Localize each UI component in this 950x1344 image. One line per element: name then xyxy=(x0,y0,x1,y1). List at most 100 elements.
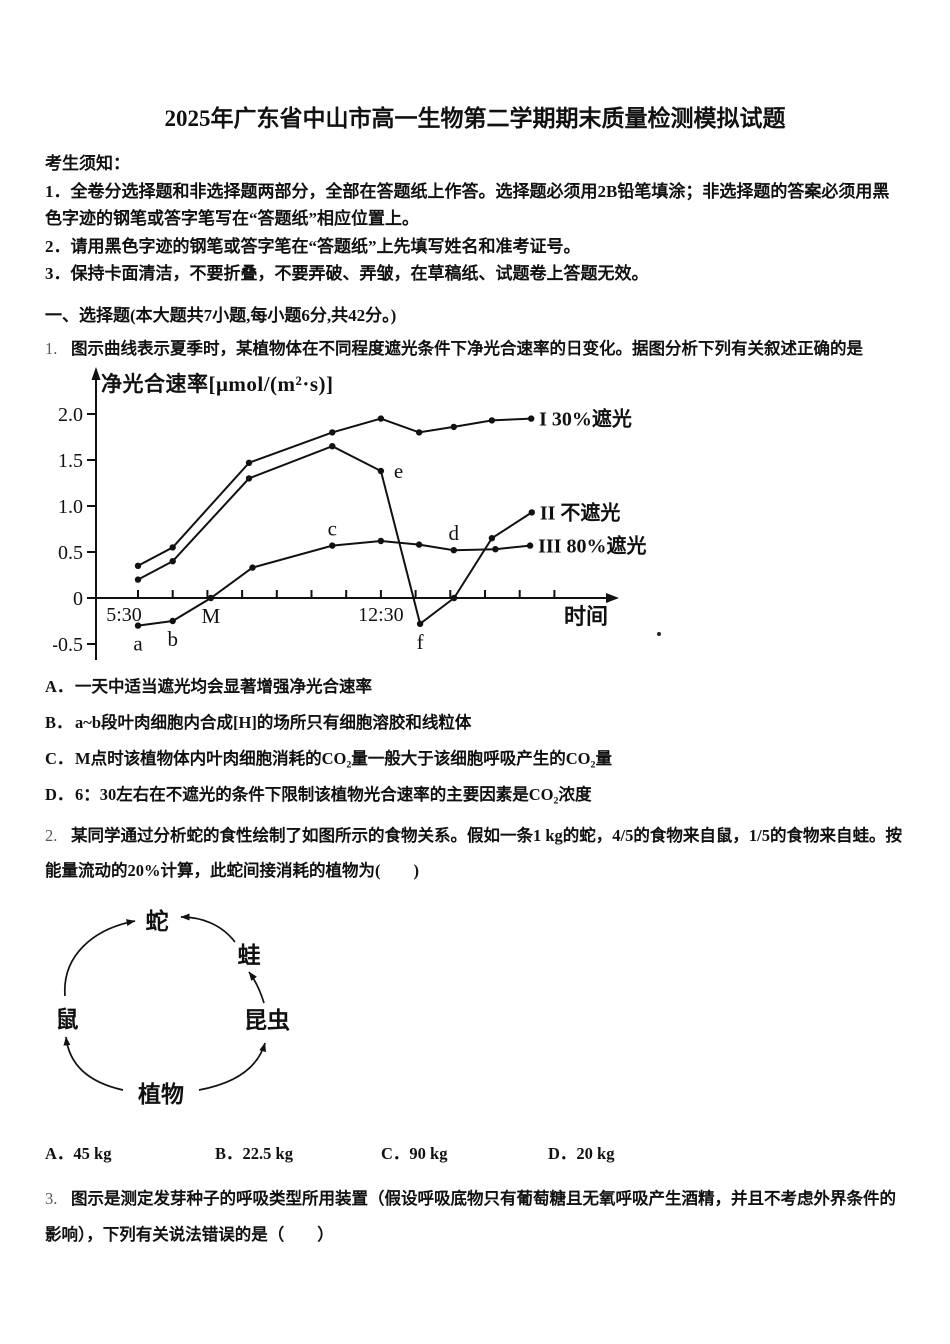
legend-label-3: III 80%遮光 xyxy=(538,533,646,557)
notice-item: 2．请用黑色字迹的钢笔或答字笔在“答题纸”上先填写姓名和准考证号。 xyxy=(45,236,581,256)
stray-ink-dot xyxy=(657,631,661,636)
y-tick-label: 0 xyxy=(73,588,83,610)
x-tick-label: 5:30 xyxy=(106,604,142,626)
q1-option-c-text: M点时该植物体内叶肉细胞消耗的CO₂量一般大于该细胞呼吸产生的CO₂量 xyxy=(75,748,612,768)
data-point xyxy=(488,534,496,541)
q2-option-d-label: D． xyxy=(548,1144,577,1163)
data-point xyxy=(377,467,385,474)
chart-y-axis-title: 净光合速率[μmol/(m²·s)] xyxy=(101,371,334,396)
data-point xyxy=(134,562,142,569)
q1-option-c: C．M点时该植物体内叶肉细胞消耗的CO₂量一般大于该细胞呼吸产生的CO₂量 xyxy=(45,747,905,770)
data-point xyxy=(415,540,423,548)
q1-option-b: B． a~b段叶肉细胞内合成[H]的场所只有细胞溶胶和线粒体 xyxy=(45,711,905,734)
notice-item: 1．全卷分选择题和非选择题两部分，全部在答题纸上作答。选择题必须用2B铅笔填涂；… xyxy=(45,181,890,229)
y-tick-label: -0.5 xyxy=(53,634,83,656)
question-3-number: 3. xyxy=(45,1189,58,1208)
question-1: 1. 图示曲线表示夏季时，某植物体在不同程度遮光条件下净光合速率的日变化。据图分析… xyxy=(45,336,905,362)
q1-option-d-label: D． xyxy=(45,784,74,804)
exam-page: 2025年广东省中山市高一生物第二学期期末质量检测模拟试题 考生须知： 1．全卷… xyxy=(37,106,905,1253)
q2-option-d-text: 20 kg xyxy=(576,1144,615,1163)
data-point xyxy=(169,557,176,564)
chart-dynamic-layer: 2.0 1.5 1.0 0.5 0 -0.5 5:30 12:30 时间 I 30%遮光 II 不遮… xyxy=(53,404,646,656)
q2-option-d: D．20 kg xyxy=(548,1140,614,1164)
data-point xyxy=(134,575,142,583)
data-point xyxy=(450,423,457,430)
data-point xyxy=(450,546,457,553)
page-title: 2025年广东省中山市高一生物第二学期期末质量检测模拟试题 xyxy=(164,106,786,131)
data-point xyxy=(377,537,385,544)
question-1-text: 图示曲线表示夏季时，某植物体在不同程度遮光条件下净光合速率的日变化。据图分析下列… xyxy=(71,338,863,358)
arrow-frog-to-snake xyxy=(180,913,236,943)
arrow-insect-to-frog xyxy=(248,971,265,1004)
q1-option-a-text: 一天中适当遮光均会显著增强净光合速率 xyxy=(75,676,372,696)
data-point xyxy=(207,594,215,601)
food-web-node-mouse: 鼠 xyxy=(55,1007,79,1032)
y-axis-arrow-icon xyxy=(91,366,101,380)
q2-option-a-text: 45 kg xyxy=(73,1144,112,1163)
q2-option-c-label: C． xyxy=(381,1144,410,1163)
x-tick-label: 12:30 xyxy=(358,604,404,626)
section-heading: 一、选择题(本大题共7小题,每小题6分,共42分。) xyxy=(45,305,397,325)
q2-options: A．45 kg B．22.5 kg C．90 kg D．20 kg xyxy=(45,1140,905,1165)
question-3: 3. 图示是测定发芽种子的呼吸类型所用装置（假设呼吸底物只有葡萄糖且无氧呼吸产生酒… xyxy=(45,1181,905,1253)
data-point xyxy=(415,428,423,436)
q2-option-c: C．90 kg xyxy=(381,1140,447,1164)
data-point xyxy=(169,543,176,551)
food-web-node-insect: 昆虫 xyxy=(244,1008,290,1033)
data-point xyxy=(245,459,253,466)
point-label-b: b xyxy=(167,627,178,651)
point-label-a: a xyxy=(133,631,143,655)
data-point xyxy=(329,428,336,436)
notice-heading: 考生须知： xyxy=(45,154,130,173)
q1-option-d: D．6：30左右在不遮光的条件下限制该植物光合速率的主要因素是CO₂浓度 xyxy=(45,783,905,806)
question-1-number: 1. xyxy=(45,338,58,358)
arrow-mouse-to-snake xyxy=(64,919,136,997)
data-point xyxy=(526,541,534,549)
q2-option-b: B．22.5 kg xyxy=(215,1140,293,1164)
question-2: 2. 某同学通过分析蛇的食性绘制了如图所示的食物关系。假如一条1 kg的蛇，4/5… xyxy=(45,818,905,888)
q1-chart-figure: 2.0 1.5 1.0 0.5 0 -0.5 5:30 12:30 时间 I 30%遮光 II 不遮… xyxy=(53,366,701,662)
point-label-M: M xyxy=(202,604,221,628)
q2-option-b-label: B． xyxy=(215,1144,243,1163)
point-label-f: f xyxy=(417,629,424,653)
data-point xyxy=(492,545,499,552)
q2-food-web-svg xyxy=(63,913,266,1091)
data-point xyxy=(528,414,535,422)
data-point xyxy=(329,442,336,449)
point-label-e: e xyxy=(394,459,403,483)
q2-food-web-figure: 蛇 蛙 昆虫 植物 鼠 xyxy=(37,904,382,1132)
q2-option-a-label: A． xyxy=(45,1144,74,1163)
data-point xyxy=(249,563,256,571)
food-web-node-frog: 蛙 xyxy=(237,943,261,968)
y-tick-label: 1.0 xyxy=(58,496,83,518)
food-web-node-snake: 蛇 xyxy=(145,909,169,934)
q2-option-b-text: 22.5 kg xyxy=(242,1144,293,1163)
q2-option-c-text: 90 kg xyxy=(409,1144,448,1163)
question-2-number: 2. xyxy=(45,825,58,845)
data-point xyxy=(329,541,336,549)
y-tick-label: 1.5 xyxy=(58,450,83,472)
data-point xyxy=(416,620,424,627)
point-label-c: c xyxy=(328,516,337,540)
q1-option-b-text: a~b段叶肉细胞内合成[H]的场所只有细胞溶胶和线粒体 xyxy=(75,712,472,732)
data-point xyxy=(450,594,458,601)
q1-option-b-label: B． xyxy=(45,712,73,732)
q1-option-a-label: A． xyxy=(45,676,74,696)
legend-label-1: I 30%遮光 xyxy=(539,406,632,430)
q1-option-a: A．一天中适当遮光均会显著增强净光合速率 xyxy=(45,675,905,698)
question-2-text: 某同学通过分析蛇的食性绘制了如图所示的食物关系。假如一条1 kg的蛇，4/5的食… xyxy=(45,825,902,880)
q1-option-d-text: 6：30左右在不遮光的条件下限制该植物光合速率的主要因素是CO₂浓度 xyxy=(75,784,592,804)
y-tick-label: 0.5 xyxy=(58,542,83,564)
data-point xyxy=(169,617,176,624)
food-web-node-plant: 植物 xyxy=(138,1082,184,1107)
data-point xyxy=(245,474,253,482)
series-line-3 xyxy=(137,539,531,627)
x-axis-label: 时间 xyxy=(564,604,608,629)
arrow-plant-to-insect xyxy=(198,1042,266,1091)
q2-option-a: A．45 kg xyxy=(45,1140,111,1164)
q1-option-c-label: C． xyxy=(45,748,74,768)
y-tick-label: 2.0 xyxy=(58,404,83,426)
data-point xyxy=(488,416,496,424)
data-point xyxy=(134,621,142,629)
q1-options: A．一天中适当遮光均会显著增强净光合速率 B． a~b段叶肉细胞内合成[H]的场所… xyxy=(45,675,905,806)
